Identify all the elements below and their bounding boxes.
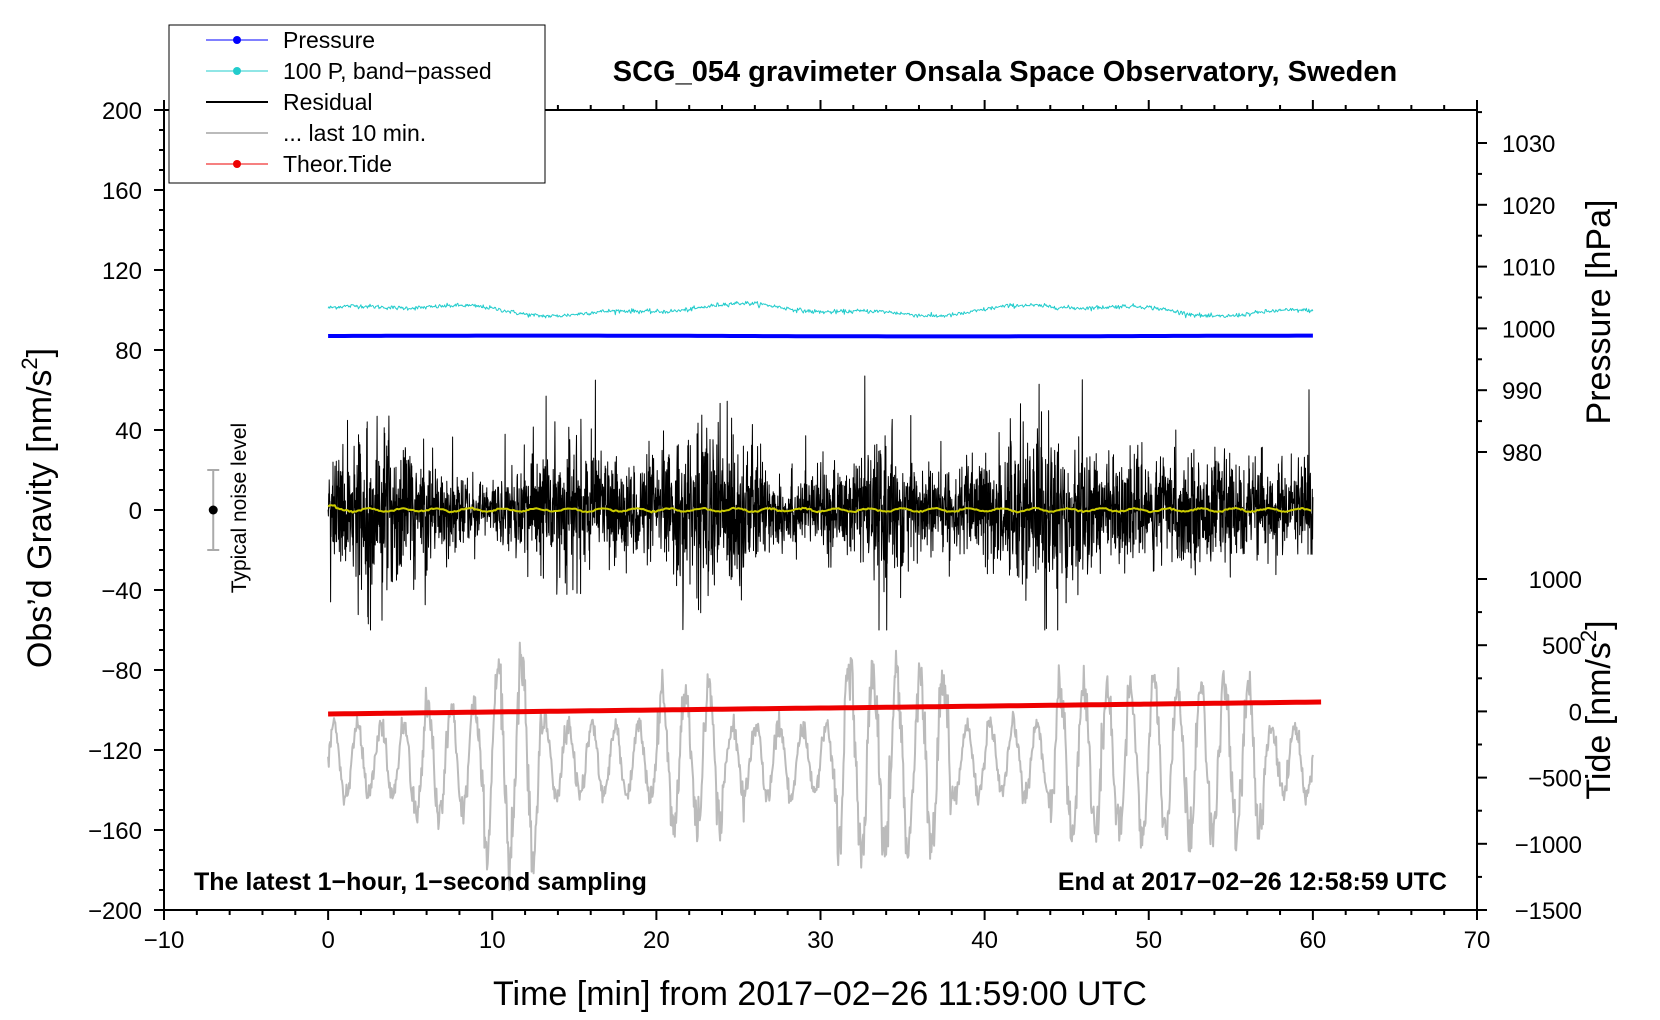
series-theoretical-tide bbox=[328, 699, 1322, 717]
legend: Pressure 100 P, band−passed Residual ... la… bbox=[168, 24, 546, 184]
tide-tick-label: 500 bbox=[1542, 633, 1582, 660]
x-axis-label: Time [min] from 2017−02−26 11:59:00 UTC bbox=[493, 975, 1147, 1013]
legend-swatch-marker bbox=[233, 36, 241, 44]
y-left-tick-label: 160 bbox=[102, 178, 142, 205]
noise-level-label: Typical noise level bbox=[228, 423, 251, 593]
legend-label: Residual bbox=[283, 89, 373, 115]
y-axis-label-pressure: Pressure [hPa] bbox=[1580, 200, 1618, 425]
legend-label: Pressure bbox=[283, 27, 375, 53]
pressure-tick-label: 1030 bbox=[1502, 131, 1555, 158]
tide-tick-label: −500 bbox=[1528, 766, 1582, 793]
noise-level-indicator bbox=[207, 469, 220, 551]
x-tick-label: 60 bbox=[1300, 927, 1327, 954]
x-tick-label: −10 bbox=[144, 927, 185, 954]
pressure-tick-label: 1020 bbox=[1502, 193, 1555, 220]
y-axis-label-tide: Tide [nm/s2] bbox=[1576, 620, 1618, 799]
legend-box bbox=[168, 24, 546, 184]
tide-tick-label: 1000 bbox=[1529, 567, 1582, 594]
series-residual bbox=[327, 375, 1314, 631]
pressure-tick-label: 980 bbox=[1502, 440, 1542, 467]
series-last-10-min bbox=[327, 641, 1314, 892]
x-tick-label: 20 bbox=[643, 927, 670, 954]
series-residual-smoothed bbox=[327, 504, 1312, 514]
pressure-tick-label: 990 bbox=[1502, 378, 1542, 405]
legend-swatch-marker bbox=[233, 67, 241, 75]
y-axis-label-gravity: Obs’d Gravity [nm/s2] bbox=[17, 348, 59, 668]
x-tick-label: 40 bbox=[971, 927, 998, 954]
y-left-tick-label: −40 bbox=[101, 578, 142, 605]
annotation-sampling: The latest 1−hour, 1−second sampling bbox=[194, 868, 647, 896]
y-left-tick-label: 80 bbox=[115, 338, 142, 365]
tide-tick-label: −1000 bbox=[1515, 832, 1582, 859]
annotation-end-time: End at 2017−02−26 12:58:59 UTC bbox=[1058, 868, 1447, 896]
legend-label: ... last 10 min. bbox=[283, 120, 426, 146]
y-left-tick-label: −160 bbox=[88, 818, 142, 845]
pressure-tick-label: 1010 bbox=[1502, 255, 1555, 282]
y-left-tick-label: 40 bbox=[115, 418, 142, 445]
y-left-tick-label: −200 bbox=[88, 898, 142, 925]
tide-tick-label: 0 bbox=[1569, 699, 1582, 726]
x-tick-label: 0 bbox=[321, 927, 334, 954]
series-band-passed-pressure bbox=[327, 300, 1314, 319]
y-left-tick-label: −120 bbox=[88, 738, 142, 765]
x-tick-label: 10 bbox=[479, 927, 506, 954]
y-left-tick-label: 0 bbox=[129, 498, 142, 525]
series-pressure bbox=[328, 333, 1313, 339]
axis-ticks: −10 0 10 20 30 40 50 60 7020016012080400−40−80−1… bbox=[88, 98, 1582, 954]
y-left-tick-label: 200 bbox=[102, 98, 142, 125]
legend-label: 100 P, band−passed bbox=[283, 58, 492, 84]
y-left-tick-label: −80 bbox=[101, 658, 142, 685]
x-tick-label: 30 bbox=[807, 927, 834, 954]
noise-bar-center bbox=[208, 505, 218, 515]
legend-label: Theor.Tide bbox=[283, 151, 392, 177]
x-tick-label: 50 bbox=[1135, 927, 1162, 954]
legend-swatch-marker bbox=[233, 160, 241, 168]
data-series bbox=[327, 300, 1322, 892]
y-left-tick-label: 120 bbox=[102, 258, 142, 285]
x-tick-label: 70 bbox=[1464, 927, 1491, 954]
tide-tick-label: −1500 bbox=[1515, 898, 1582, 925]
chart-title: SCG_054 gravimeter Onsala Space Observat… bbox=[613, 56, 1397, 88]
pressure-tick-label: 1000 bbox=[1502, 316, 1555, 343]
